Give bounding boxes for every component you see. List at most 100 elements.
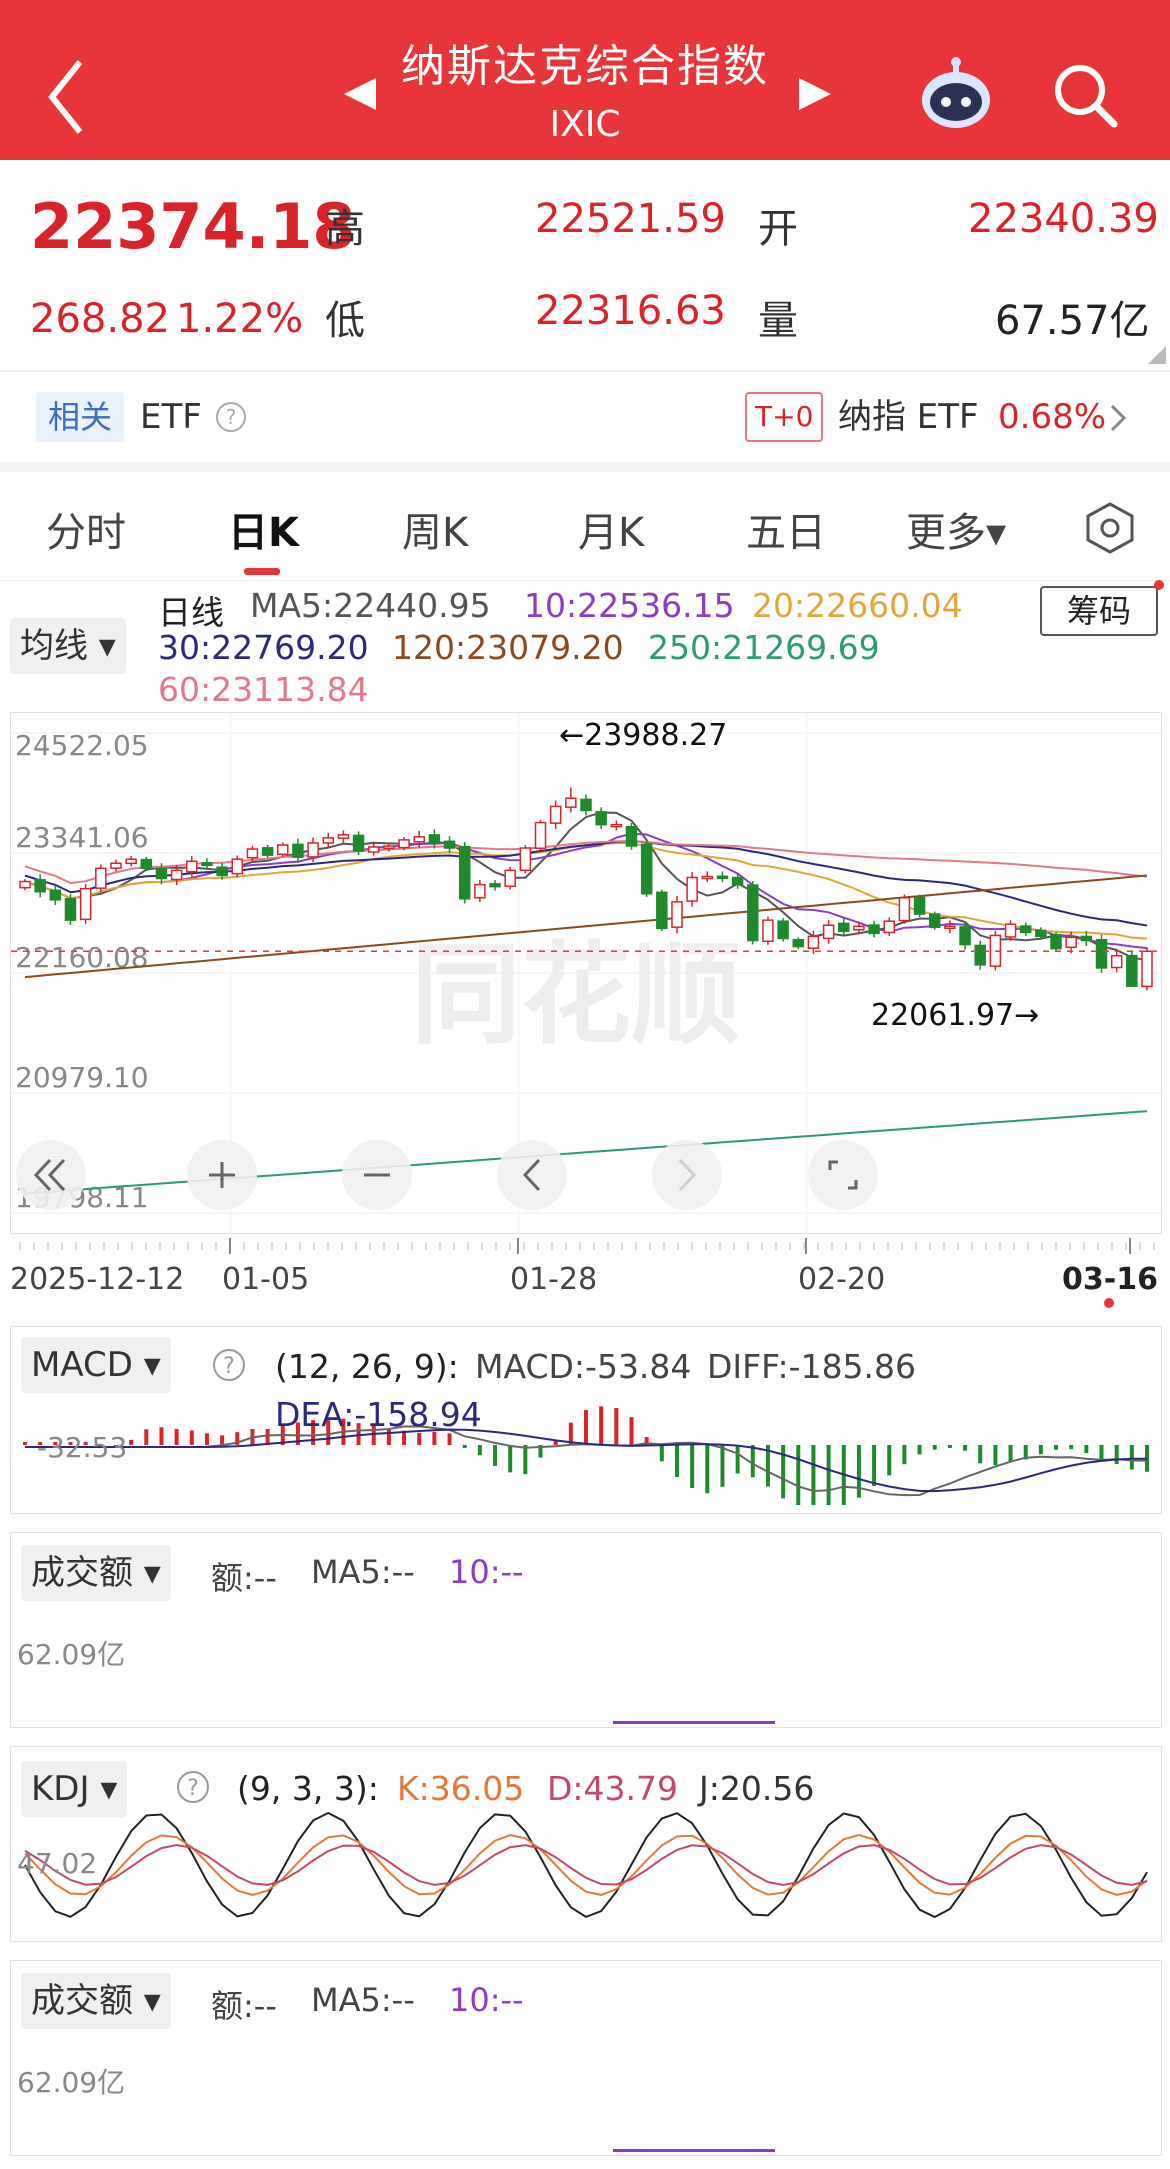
candle [731,873,744,889]
divider [0,370,1170,372]
etf-label[interactable]: ETF [140,397,202,437]
kdj-panel[interactable]: KDJ ▾ ? (9, 3, 3): K:36.05 D:43.79 J:20.… [10,1746,1162,1942]
candle [428,829,441,849]
candle [110,859,122,872]
tab-five-day[interactable]: 五日 [746,510,826,556]
chips-button[interactable]: 筹码 [1040,586,1158,636]
help-icon[interactable]: ? [214,400,248,434]
help-icon[interactable]: ? [211,1347,247,1383]
candle [762,916,774,945]
kdj-selector[interactable]: KDJ ▾ [21,1761,128,1817]
open-value: 22340.39 [968,196,1159,242]
tab-more[interactable]: 更多▾ [906,510,1007,556]
etf-product-change[interactable]: 0.68% [998,397,1107,437]
candle [747,881,759,945]
search-icon[interactable] [1050,60,1120,130]
scroll-right-button[interactable] [652,1140,722,1210]
candle [534,820,547,851]
robot-assistant-icon[interactable] [916,56,996,136]
turnover-selector[interactable]: 成交额 ▾ [21,1545,171,1601]
macd-chart [23,1406,1149,1505]
candle [959,921,971,950]
kdj-d-value: D:43.79 [547,1769,679,1808]
candle [807,930,820,955]
y-axis-label: 20979.10 [15,1061,149,1094]
related-tag[interactable]: 相关 [36,392,125,442]
chevron-right-icon [678,1158,697,1192]
kdj-axis-label: 47.02 [17,1847,98,1880]
candle [413,830,425,848]
candle [398,837,410,851]
turnover-axis-label: 62.09亿 [17,1638,126,1671]
index-code: IXIC [549,104,621,145]
candle [79,884,92,924]
settings-hexagon-icon[interactable] [1082,500,1138,556]
candle [519,845,532,874]
candle [671,895,683,934]
divider [0,580,1170,581]
active-tab-indicator [244,568,280,575]
turnover-ma5: MA5:-- [311,1553,415,1591]
prev-index-icon[interactable] [340,74,380,114]
price-change-pct: 1.22% [176,296,304,342]
etf-product-name[interactable]: 纳指 ETF [838,397,979,437]
candle [1110,951,1123,973]
turnover-panel-2[interactable]: 成交额 ▾ 额:-- MA5:-- 10:-- 62.09亿 [10,1960,1162,2156]
scroll-left-button[interactable] [497,1140,567,1210]
candle [19,879,31,891]
turnover-selector-2[interactable]: 成交额 ▾ [21,1973,171,2029]
ma20-value: 20:22660.04 [752,586,963,625]
fullscreen-button[interactable] [808,1140,878,1210]
candle [838,918,850,937]
tab-daily-k[interactable]: 日K [228,510,299,556]
notification-dot [1154,580,1164,590]
candle [549,800,562,829]
kdj-params: (9, 3, 3): [237,1769,379,1808]
divider [0,462,1170,472]
low-label: 低 [325,298,365,344]
zoom-in-button[interactable] [187,1140,257,1210]
double-chevron-left-icon [33,1158,66,1192]
ma30-line [24,840,1148,927]
svg-text:?: ? [223,1354,235,1379]
svg-text:?: ? [187,1776,199,1801]
kdj-j-line [24,1811,1148,1919]
candle [170,864,183,886]
candle [1004,920,1017,941]
t0-badge: T+0 [745,392,824,442]
candle [367,843,380,856]
candle [504,866,516,890]
tab-weekly-k[interactable]: 周K [402,510,469,556]
zoom-out-button[interactable] [342,1140,412,1210]
candle [307,837,319,863]
top-bar: 纳斯达克综合指数 IXIC [0,0,1170,160]
candle [489,880,501,891]
candle [565,787,577,813]
kline-chart[interactable]: 同花顺 24522.0523341.0622160.0820979.101979… [11,713,1161,1233]
open-label: 开 [758,206,798,252]
corner-arrow-icon [1148,346,1166,364]
kdj-k-value: K:36.05 [397,1769,525,1808]
macd-panel[interactable]: MACD ▾ ? (12, 26, 9): MACD:-53.84 DIFF:-… [10,1326,1162,1514]
chevron-right-icon[interactable] [1106,402,1130,434]
turnover-ma-line [613,1721,775,1724]
turnover-panel[interactable]: 成交额 ▾ 额:-- MA5:-- 10:-- 62.09亿 [10,1532,1162,1728]
macd-selector[interactable]: MACD ▾ [21,1337,171,1393]
back-icon[interactable] [40,52,100,142]
candle [853,921,865,935]
tab-monthly-k[interactable]: 月K [578,510,645,556]
candle [474,880,486,903]
ma5-line [24,811,1148,962]
x-label: 01-05 [222,1262,310,1297]
kdj-chart [24,1811,1148,1919]
next-index-icon[interactable] [795,74,835,114]
ma-selector[interactable]: 均线 ▾ [10,618,126,674]
tab-intraday[interactable]: 分时 [46,510,126,556]
help-icon[interactable]: ? [175,1769,211,1805]
candle [1050,932,1062,952]
kline-chart-area[interactable]: 同花顺 24522.05 23341.06 22160.08 20979.10 1979… [10,712,1162,1234]
fast-rewind-button[interactable] [16,1140,86,1210]
macd-params: (12, 26, 9): [275,1347,459,1386]
candle [246,845,259,862]
candle [898,894,911,924]
